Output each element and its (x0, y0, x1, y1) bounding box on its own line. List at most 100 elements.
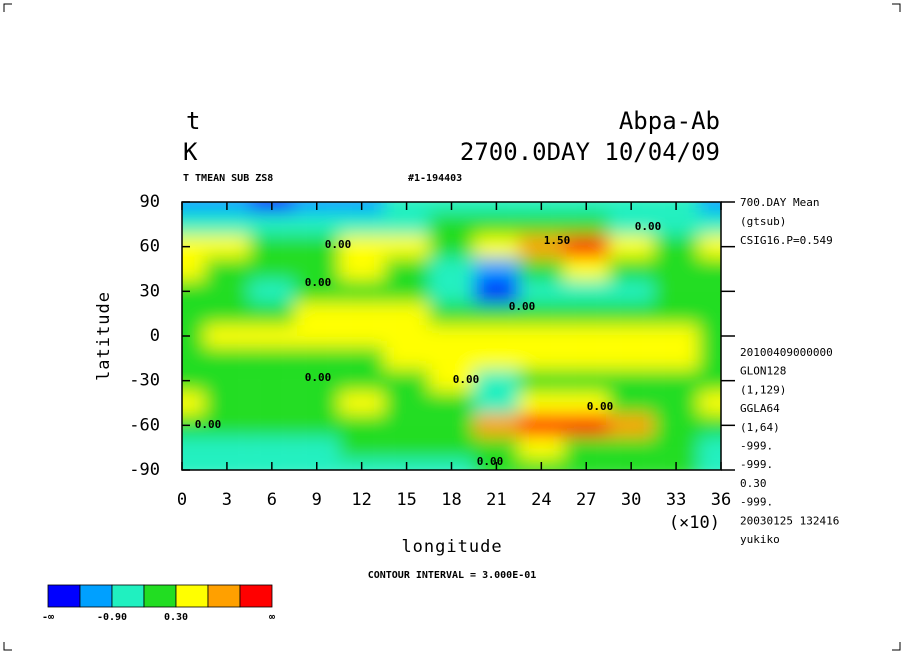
field-cell (294, 324, 340, 348)
field-cell (249, 280, 295, 303)
field-cell (473, 369, 519, 392)
field-cell (518, 347, 564, 370)
side-info: (1,129) (740, 383, 786, 396)
field-cell (473, 414, 519, 437)
field-cell (339, 257, 385, 281)
side-info: GLON128 (740, 365, 786, 378)
field-cell (653, 347, 699, 370)
field-cell (608, 213, 654, 236)
field-cell (339, 369, 385, 392)
field-cell (384, 280, 430, 303)
x-tick-label: 9 (312, 490, 322, 510)
y-tick-label: -60 (129, 415, 160, 435)
field-cell (518, 414, 564, 437)
title-right: Abpa-Ab (619, 107, 720, 135)
side-info: 20100409000000 (740, 346, 833, 359)
colorbar-swatch (47, 584, 81, 608)
field-cell (384, 257, 430, 281)
field-cell (473, 280, 519, 303)
field-cell (429, 391, 474, 415)
field-cell (182, 257, 205, 281)
field-cell (608, 302, 654, 325)
field-cell (698, 391, 721, 415)
field-cell (698, 458, 721, 470)
field-cell (698, 280, 721, 303)
field-cell (563, 414, 609, 437)
field-cell (698, 257, 721, 281)
field-cell (653, 280, 699, 303)
field-cell (294, 235, 340, 258)
field-cell (698, 213, 721, 236)
field-cell (518, 302, 564, 325)
field-cell (294, 302, 340, 325)
field-cell (518, 324, 564, 348)
x-tick-label: 36 (711, 490, 731, 510)
field-cell (698, 302, 721, 325)
field-cell (473, 324, 519, 348)
side-info: -999. (740, 440, 773, 453)
x-tick-label: 27 (576, 490, 596, 510)
contour-label: 1.50 (544, 234, 571, 247)
field-cell (429, 414, 474, 437)
y-tick-label: -30 (129, 371, 160, 391)
field-cell (204, 302, 250, 325)
field-cell (294, 257, 340, 281)
field-cell (339, 391, 385, 415)
title-right: 2700.0DAY 10/04/09 (460, 138, 720, 166)
field-cell (384, 235, 430, 258)
field-cell (563, 347, 609, 370)
field-cell (563, 324, 609, 348)
field-cell (473, 347, 519, 370)
x-tick-label: 18 (441, 490, 461, 510)
side-info: yukiko (740, 533, 780, 546)
x-tick-label: 3 (222, 490, 232, 510)
field-cell (429, 257, 474, 281)
field-cell (518, 391, 564, 415)
title-left: t (186, 107, 200, 135)
colorbar-label: -0.90 (97, 612, 127, 623)
field-cell (429, 302, 474, 325)
field-cell (698, 347, 721, 370)
colorbar-label: 0.30 (164, 612, 188, 623)
field-cell (182, 391, 205, 415)
x-tick-label: 30 (621, 490, 641, 510)
contour-label: 0.00 (635, 220, 662, 233)
field-cell (653, 235, 699, 258)
field-cell (182, 324, 205, 348)
field-cell (384, 414, 430, 437)
y-tick-label: 90 (140, 192, 160, 212)
field-cell (182, 235, 205, 258)
field-cell (429, 280, 474, 303)
x-tick-label: 24 (531, 490, 551, 510)
field-cell (563, 436, 609, 459)
x-tick-label: 0 (177, 490, 187, 510)
field-cell (698, 369, 721, 392)
x-axis-label: longitude (401, 537, 502, 557)
subtitle: #1-194403 (408, 173, 462, 184)
field-cell (249, 347, 295, 370)
field-cell (653, 257, 699, 281)
field-cell (563, 257, 609, 281)
field-cell (608, 436, 654, 459)
field-cell (249, 302, 295, 325)
field-cell (608, 347, 654, 370)
colorbar-swatch (143, 584, 177, 608)
field-cell (182, 280, 205, 303)
side-info: -999. (740, 458, 773, 471)
x-tick-label: 21 (486, 490, 506, 510)
field-cell (518, 213, 564, 236)
x-tick-label: 12 (351, 490, 371, 510)
contour-label: 0.00 (587, 400, 614, 413)
contour-label: 0.00 (305, 371, 332, 384)
field-cell (698, 414, 721, 437)
field (182, 202, 721, 470)
field-cell (518, 235, 564, 258)
field-cell (429, 436, 474, 459)
field-cell (698, 436, 721, 459)
contour-label: 0.00 (195, 418, 222, 431)
field-cell (384, 369, 430, 392)
field-cell (249, 414, 295, 437)
field-cell (204, 436, 250, 459)
y-tick-label: -90 (129, 460, 160, 480)
field-cell (518, 280, 564, 303)
